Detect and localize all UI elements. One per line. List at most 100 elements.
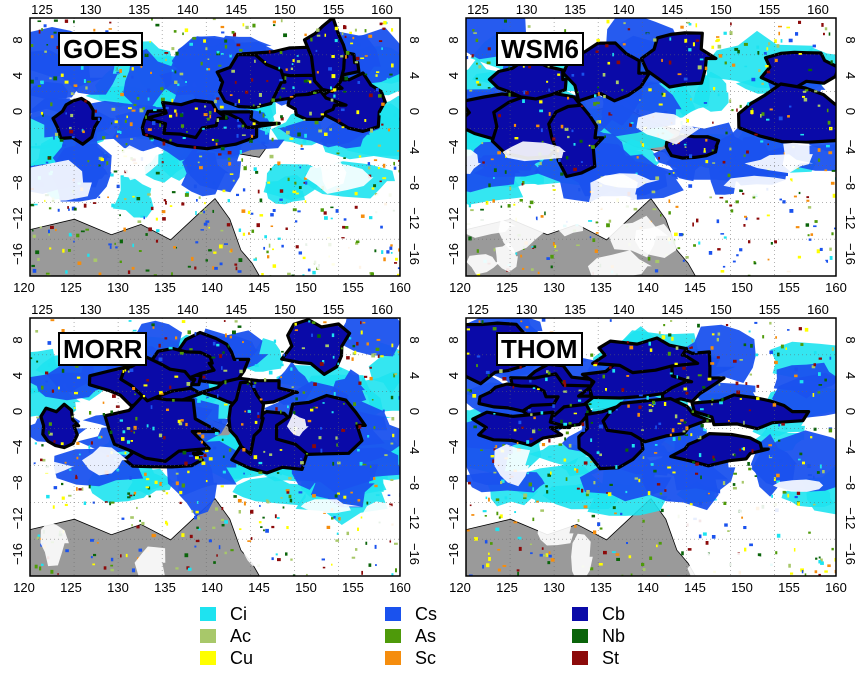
tick-label: 4 xyxy=(10,372,25,379)
tick-label: −8 xyxy=(446,175,461,190)
tick-label: −8 xyxy=(843,475,858,490)
tick-label: 150 xyxy=(295,580,317,595)
tick-label: 150 xyxy=(731,580,753,595)
tick-label: −4 xyxy=(10,440,25,455)
tick-label: 4 xyxy=(843,372,858,379)
tick-label: −16 xyxy=(843,243,858,265)
legend-swatch xyxy=(385,651,401,665)
tick-label: 160 xyxy=(371,302,393,317)
legend-swatch xyxy=(572,607,588,621)
legend-swatch xyxy=(200,629,216,643)
tick-label: −4 xyxy=(446,140,461,155)
tick-label: 150 xyxy=(274,302,296,317)
tick-label: 120 xyxy=(449,280,471,295)
tick-label: 145 xyxy=(225,2,247,17)
legend-swatch xyxy=(200,607,216,621)
tick-label: −16 xyxy=(843,543,858,565)
tick-label: 140 xyxy=(637,580,659,595)
tick-label: 135 xyxy=(154,280,176,295)
legend-item-ci: Ci xyxy=(200,604,247,624)
tick-label: 140 xyxy=(613,302,635,317)
legend-label: Nb xyxy=(602,625,626,646)
tick-label: 140 xyxy=(201,580,223,595)
tick-label: 145 xyxy=(248,580,270,595)
tick-label: 0 xyxy=(843,408,858,415)
tick-label: 155 xyxy=(323,302,345,317)
tick-label: 8 xyxy=(446,336,461,343)
tick-label: 125 xyxy=(31,302,53,317)
legend-label: As xyxy=(415,625,437,646)
tick-label: 145 xyxy=(684,580,706,595)
tick-label: 0 xyxy=(10,108,25,115)
tick-label: 155 xyxy=(342,280,364,295)
tick-label: 135 xyxy=(128,2,150,17)
tick-label: 0 xyxy=(10,408,25,415)
tick-label: 8 xyxy=(843,36,858,43)
tick-label: −12 xyxy=(843,207,858,229)
tick-label: −4 xyxy=(407,140,422,155)
tick-label: 130 xyxy=(516,302,538,317)
map-canvas: 125 130 135 140 145 150 155 160 120 125 130 135 140 1… xyxy=(446,2,858,295)
legend-swatch xyxy=(385,629,401,643)
tick-label: 160 xyxy=(389,580,411,595)
tick-label: 130 xyxy=(80,302,102,317)
tick-label: 155 xyxy=(759,2,781,17)
tick-label: 120 xyxy=(13,280,35,295)
tick-label: 155 xyxy=(342,580,364,595)
tick-label: −4 xyxy=(446,440,461,455)
map-panel-goes: 125 130 135 140 145 150 155 160 120 125 130 135 140 1… xyxy=(0,0,430,300)
tick-label: −12 xyxy=(843,507,858,529)
tick-label: 8 xyxy=(843,336,858,343)
tick-label: 145 xyxy=(225,302,247,317)
cloud-type-legend: Ci Ac Cu Cs As Sc Cb Nb St xyxy=(0,600,866,674)
tick-label: 4 xyxy=(407,72,422,79)
tick-label: −8 xyxy=(10,175,25,190)
tick-label: −8 xyxy=(407,175,422,190)
tick-label: 0 xyxy=(446,408,461,415)
tick-label: 8 xyxy=(407,36,422,43)
tick-label: 160 xyxy=(825,580,847,595)
legend-label: Sc xyxy=(415,647,437,668)
tick-label: 8 xyxy=(407,336,422,343)
tick-label: −8 xyxy=(446,475,461,490)
tick-label: 135 xyxy=(590,280,612,295)
legend-item-cb: Cb xyxy=(572,604,625,624)
tick-label: 0 xyxy=(843,108,858,115)
tick-label: 130 xyxy=(516,2,538,17)
tick-label: −12 xyxy=(10,507,25,529)
tick-label: 125 xyxy=(496,580,518,595)
tick-label: 160 xyxy=(807,302,829,317)
tick-label: 125 xyxy=(496,280,518,295)
panel-title: THOM xyxy=(496,332,583,366)
tick-label: 125 xyxy=(60,280,82,295)
tick-label: 160 xyxy=(825,280,847,295)
map-canvas: 125 130 135 140 145 150 155 160 120 125 130 135 140 1… xyxy=(10,302,422,595)
panel-title: GOES xyxy=(58,32,144,66)
tick-label: −16 xyxy=(10,543,25,565)
tick-label: 155 xyxy=(323,2,345,17)
tick-label: 125 xyxy=(467,2,489,17)
tick-label: 150 xyxy=(731,280,753,295)
tick-label: −16 xyxy=(10,243,25,265)
tick-label: −4 xyxy=(10,140,25,155)
legend-label: Ci xyxy=(230,603,247,624)
tick-label: 160 xyxy=(807,2,829,17)
map-panel-wsm6: 125 130 135 140 145 150 155 160 120 125 130 135 140 1… xyxy=(436,0,866,300)
tick-label: 135 xyxy=(564,302,586,317)
tick-label: 0 xyxy=(446,108,461,115)
legend-label: Cu xyxy=(230,647,254,668)
legend-item-cu: Cu xyxy=(200,648,253,668)
tick-label: 150 xyxy=(710,302,732,317)
tick-label: 140 xyxy=(613,2,635,17)
tick-label: −8 xyxy=(843,175,858,190)
tick-label: 8 xyxy=(10,336,25,343)
tick-label: 160 xyxy=(389,280,411,295)
tick-label: 150 xyxy=(710,2,732,17)
legend-item-ac: Ac xyxy=(200,626,251,646)
tick-label: 8 xyxy=(446,36,461,43)
tick-label: 130 xyxy=(80,2,102,17)
tick-label: 4 xyxy=(446,72,461,79)
tick-label: 140 xyxy=(201,280,223,295)
tick-label: 130 xyxy=(543,580,565,595)
tick-label: −12 xyxy=(407,507,422,529)
